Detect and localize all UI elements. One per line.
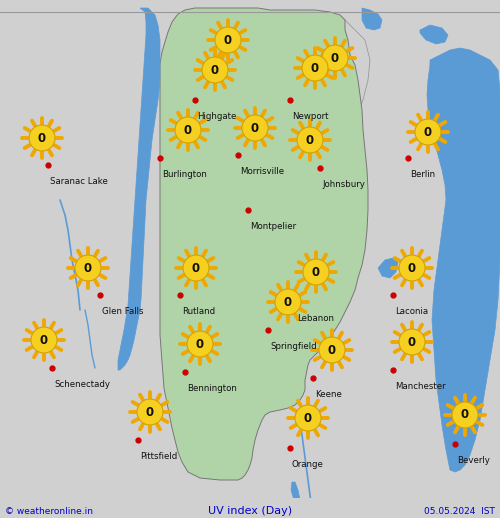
Text: 0: 0 <box>184 123 192 137</box>
Text: Rutland: Rutland <box>182 307 215 316</box>
Text: 0: 0 <box>84 262 92 275</box>
Text: Montpelier: Montpelier <box>250 222 296 231</box>
Text: 0: 0 <box>331 51 339 65</box>
Text: Orange: Orange <box>292 460 324 469</box>
Circle shape <box>75 255 101 281</box>
Text: Laconia: Laconia <box>395 307 428 316</box>
Polygon shape <box>160 8 368 480</box>
Text: Lebanon: Lebanon <box>297 314 334 323</box>
Circle shape <box>183 255 209 281</box>
Text: Springfield: Springfield <box>270 342 316 351</box>
Text: 0: 0 <box>40 334 48 347</box>
Text: 0: 0 <box>38 132 46 145</box>
Circle shape <box>303 259 329 285</box>
Text: 0: 0 <box>306 134 314 147</box>
Polygon shape <box>118 8 160 370</box>
Text: 0: 0 <box>224 34 232 47</box>
Circle shape <box>275 289 301 315</box>
Text: 0: 0 <box>328 343 336 356</box>
Polygon shape <box>420 25 448 44</box>
Text: Highgate: Highgate <box>197 112 236 121</box>
Text: Burlington: Burlington <box>162 170 207 179</box>
Text: 0: 0 <box>311 62 319 75</box>
Text: 0: 0 <box>251 122 259 135</box>
Text: Pittsfield: Pittsfield <box>140 452 177 461</box>
Text: 0: 0 <box>461 409 469 422</box>
Text: 0: 0 <box>304 411 312 424</box>
Circle shape <box>415 119 441 145</box>
Text: 0: 0 <box>424 125 432 138</box>
Circle shape <box>31 327 57 353</box>
Circle shape <box>215 27 241 53</box>
Circle shape <box>302 55 328 81</box>
Text: Manchester: Manchester <box>395 382 446 391</box>
Polygon shape <box>427 48 500 472</box>
Circle shape <box>187 331 213 357</box>
Text: © weatheronline.in: © weatheronline.in <box>5 507 93 515</box>
Circle shape <box>399 329 425 355</box>
Polygon shape <box>362 8 382 30</box>
Text: 05.05.2024  IST: 05.05.2024 IST <box>424 507 495 515</box>
Text: 0: 0 <box>408 336 416 349</box>
Circle shape <box>399 255 425 281</box>
Text: Johnsbury: Johnsbury <box>322 180 365 189</box>
Circle shape <box>29 125 55 151</box>
Circle shape <box>452 402 478 428</box>
Circle shape <box>202 57 228 83</box>
Text: Newport: Newport <box>292 112 329 121</box>
Circle shape <box>319 337 345 363</box>
Circle shape <box>297 127 323 153</box>
Polygon shape <box>378 258 398 278</box>
Circle shape <box>242 115 268 141</box>
Text: Saranac Lake: Saranac Lake <box>50 177 108 186</box>
Text: Schenectady: Schenectady <box>54 380 110 389</box>
Text: UV index (Day): UV index (Day) <box>208 506 292 516</box>
Text: Beverly: Beverly <box>457 456 490 465</box>
Text: Bennington: Bennington <box>187 384 237 393</box>
Text: 0: 0 <box>284 295 292 309</box>
Circle shape <box>175 117 201 143</box>
Text: Keene: Keene <box>315 390 342 399</box>
Polygon shape <box>291 482 303 510</box>
Text: 0: 0 <box>192 262 200 275</box>
Bar <box>0 498 500 518</box>
Text: 0: 0 <box>408 262 416 275</box>
Circle shape <box>322 45 348 71</box>
Text: Berlin: Berlin <box>410 170 435 179</box>
Text: Glen Falls: Glen Falls <box>102 307 144 316</box>
Circle shape <box>295 405 321 431</box>
Text: Morrisville: Morrisville <box>240 167 284 176</box>
Text: 0: 0 <box>211 64 219 77</box>
Text: 0: 0 <box>196 338 204 351</box>
Text: 0: 0 <box>312 266 320 279</box>
Text: 0: 0 <box>146 406 154 419</box>
Circle shape <box>137 399 163 425</box>
